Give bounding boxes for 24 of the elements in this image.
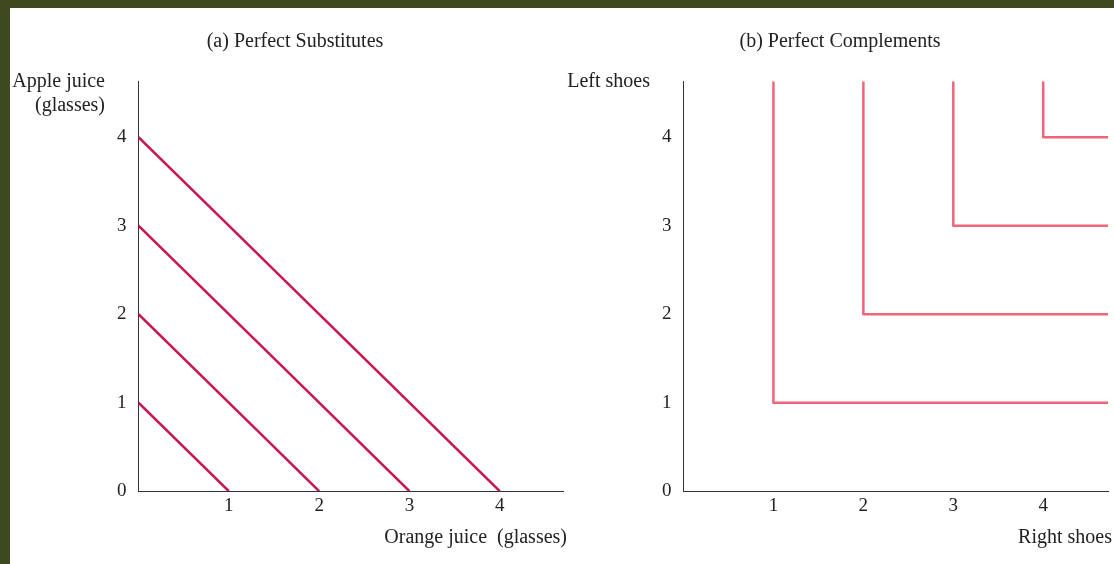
y-tick-label: 3: [662, 213, 672, 235]
x-tick-label: 4: [495, 493, 506, 515]
y-tick-label: 0: [117, 479, 127, 501]
x-tick-label: 1: [768, 493, 779, 515]
x-tick-label: 2: [858, 493, 869, 515]
x-tick-label: 4: [1038, 493, 1049, 515]
y-tick-label: 0: [662, 479, 672, 501]
y-axis-title: Left shoes: [566, 68, 650, 92]
y-tick-label: 4: [117, 125, 127, 147]
x-tick-label: 1: [224, 493, 234, 515]
y-tick-label: 3: [117, 213, 127, 235]
chart-title: (a) Perfect Substitutes: [205, 28, 385, 52]
y-tick-label: 1: [117, 390, 127, 412]
x-tick-label: 3: [948, 493, 959, 515]
x-tick-label: 3: [404, 493, 415, 515]
y-tick-label: 1: [662, 390, 672, 412]
y-tick-label: 2: [662, 302, 672, 324]
y-tick-label: 2: [117, 302, 127, 324]
x-axis-title: Orange juice (glasses): [383, 524, 567, 548]
chart-title: (b) Perfect Complements: [738, 28, 942, 52]
x-axis-title: Right shoes: [1017, 524, 1112, 548]
y-tick-label: 4: [662, 125, 672, 147]
x-tick-label: 2: [314, 493, 324, 515]
y-axis-title: Apple juice (glasses): [11, 68, 105, 116]
